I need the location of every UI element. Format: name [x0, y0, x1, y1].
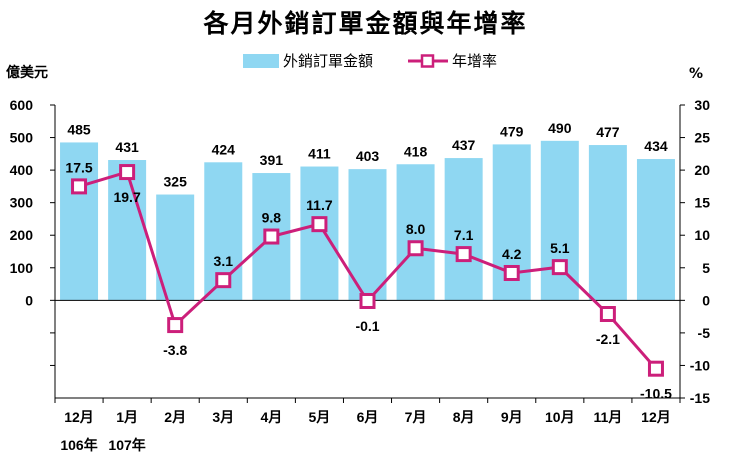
bar-value-label: 431: [115, 139, 139, 155]
line-value-label: 8.0: [406, 221, 426, 237]
bar-value-label: 403: [356, 148, 380, 164]
bar-value-label: 437: [452, 137, 476, 153]
bar-value-label: 479: [500, 123, 524, 139]
legend-item-line: 年增率: [408, 50, 497, 71]
y-right-tick-label: 20: [694, 162, 710, 178]
x-year-label: 106年: [60, 437, 97, 453]
growth-rate-marker: [407, 240, 424, 257]
growth-rate-marker: [311, 216, 328, 233]
growth-rate-marker: [599, 306, 616, 323]
x-tick-label: 3月: [212, 409, 234, 425]
line-value-label: 9.8: [262, 210, 282, 226]
bar-value-label: 411: [308, 146, 331, 162]
line-value-label: 7.1: [454, 227, 474, 243]
bar: [300, 166, 339, 301]
bar-value-label: 325: [164, 174, 188, 190]
legend-item-bar: 外銷訂單金額: [243, 50, 373, 71]
bar-value-label: 391: [260, 152, 284, 168]
y-left-tick-label: 100: [10, 260, 34, 276]
bar: [588, 145, 627, 301]
y-right-tick-label: 10: [694, 227, 710, 243]
growth-rate-marker: [263, 228, 280, 245]
y-left-tick-label: 400: [10, 162, 34, 178]
y-right-tick-label: -15: [690, 390, 710, 406]
y-right-tick-label: -5: [698, 325, 711, 341]
bar-value-label: 485: [67, 121, 91, 137]
legend-bar-label: 外銷訂單金額: [283, 52, 374, 70]
growth-rate-marker: [167, 317, 184, 334]
right-axis-unit: %: [689, 66, 704, 82]
line-value-label: 5.1: [550, 240, 570, 256]
x-tick-label: 10月: [545, 409, 575, 425]
bar: [108, 160, 147, 301]
bar: [636, 159, 675, 301]
legend-line-label: 年增率: [452, 52, 498, 70]
bar: [444, 158, 483, 301]
line-value-label: -3.8: [163, 342, 187, 358]
line-value-label: 11.7: [306, 197, 333, 213]
x-tick-label: 12月: [64, 409, 94, 425]
bar: [60, 142, 99, 301]
y-right-tick-label: 5: [702, 260, 710, 276]
bar: [540, 140, 579, 301]
line-value-label: 17.5: [65, 159, 92, 175]
line-value-label: 4.2: [502, 246, 522, 262]
bar-value-label: 434: [644, 138, 668, 154]
x-tick-label: 5月: [309, 409, 331, 425]
growth-rate-marker: [551, 259, 568, 276]
x-tick-label: 11月: [593, 409, 622, 425]
bar-value-label: 490: [548, 120, 572, 136]
line-value-label: 19.7: [113, 189, 140, 205]
growth-rate-marker: [647, 360, 664, 377]
left-axis-unit: 億美元: [6, 65, 48, 81]
legend-line-swatch: [408, 53, 448, 68]
legend-bar-swatch: [243, 53, 279, 68]
y-left-tick-label: 300: [10, 195, 34, 211]
x-tick-label: 12月: [641, 409, 671, 425]
line-value-label: -2.1: [596, 331, 620, 347]
line-value-label: -10.5: [640, 386, 672, 402]
x-tick-label: 8月: [453, 409, 475, 425]
line-value-label: -0.1: [355, 318, 379, 334]
bar-value-label: 424: [212, 141, 236, 157]
growth-rate-marker: [119, 164, 136, 181]
bar-value-label: 418: [404, 143, 428, 159]
x-year-label: 107年: [108, 437, 145, 453]
growth-rate-marker: [215, 272, 232, 289]
y-right-tick-label: 15: [694, 195, 710, 211]
growth-rate-marker: [359, 292, 376, 309]
x-tick-label: 7月: [405, 409, 427, 425]
line-value-label: 3.1: [214, 253, 234, 269]
x-tick-label: 6月: [357, 409, 379, 425]
x-tick-label: 1月: [116, 409, 138, 425]
y-left-tick-label: 0: [25, 292, 33, 308]
growth-rate-marker: [71, 178, 88, 195]
x-tick-label: 2月: [164, 409, 186, 425]
y-left-tick-label: 500: [10, 130, 34, 146]
y-right-tick-label: 30: [694, 97, 710, 113]
y-right-tick-label: 0: [702, 292, 710, 308]
x-tick-label: 4月: [260, 409, 282, 425]
growth-rate-marker: [503, 264, 520, 281]
growth-rate-marker: [455, 246, 472, 263]
y-left-tick-label: 600: [10, 97, 34, 113]
x-tick-label: 9月: [501, 409, 523, 425]
chart-title: 各月外銷訂單金額與年增率: [203, 9, 528, 38]
bar: [396, 164, 435, 301]
bar-value-label: 477: [596, 124, 620, 140]
y-right-tick-label: 25: [694, 130, 710, 146]
y-right-tick-label: -10: [690, 357, 710, 373]
y-left-tick-label: 200: [10, 227, 34, 243]
